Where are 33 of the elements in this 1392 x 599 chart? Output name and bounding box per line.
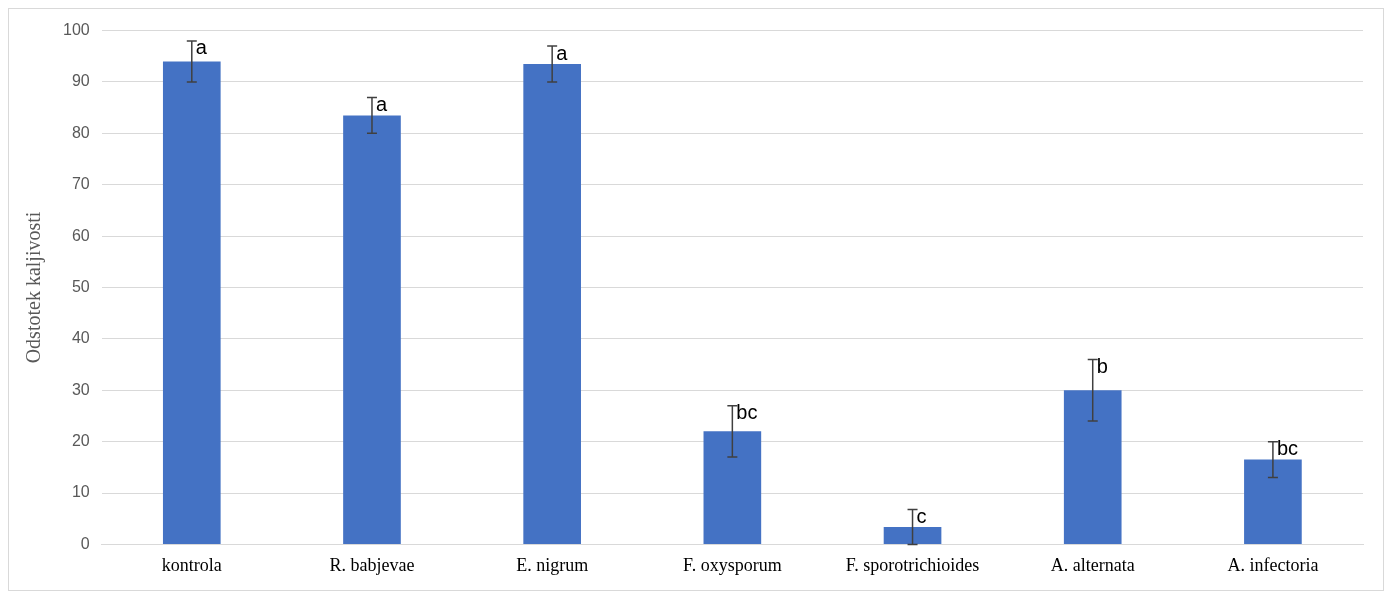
bar — [703, 431, 762, 544]
bar — [883, 526, 942, 544]
x-tick-label: A. infectoria — [1227, 554, 1319, 575]
x-tick-label: F. sporotrichioides — [845, 554, 980, 575]
annotation: a — [556, 41, 569, 64]
y-tick-label: 10 — [71, 483, 90, 501]
annotation: bc — [1276, 437, 1299, 460]
y-tick-label: 20 — [71, 432, 90, 450]
annotation: c — [916, 504, 927, 527]
y-tick-label: 40 — [71, 329, 90, 347]
annotation: bc — [736, 401, 758, 424]
bar — [523, 64, 581, 544]
x-tick-label: A. alternata — [1050, 554, 1135, 575]
y-tick-label: 0 — [80, 534, 90, 552]
x-tick-label: kontrola — [161, 554, 222, 575]
x-tick-label: E. nigrum — [516, 554, 589, 575]
y-tick-label: 70 — [71, 175, 90, 193]
annotation: b — [1096, 354, 1108, 377]
y-tick-label: 80 — [71, 123, 90, 141]
annotation: a — [195, 36, 208, 59]
y-tick-label: 30 — [71, 380, 90, 398]
y-tick-label: 100 — [62, 21, 90, 39]
bar — [1063, 390, 1122, 544]
x-tick-label: R. babjevae — [329, 554, 415, 575]
y-tick-label: 90 — [71, 72, 90, 90]
bar — [1244, 459, 1302, 544]
annotation: a — [375, 92, 388, 115]
x-tick-label: F. oxysporum — [683, 554, 782, 575]
bar — [343, 115, 401, 544]
y-axis-title: Odstotek kaljivosti — [22, 211, 46, 364]
bar — [162, 61, 221, 544]
y-tick-label: 50 — [71, 277, 90, 295]
y-tick-label: 60 — [71, 226, 90, 244]
